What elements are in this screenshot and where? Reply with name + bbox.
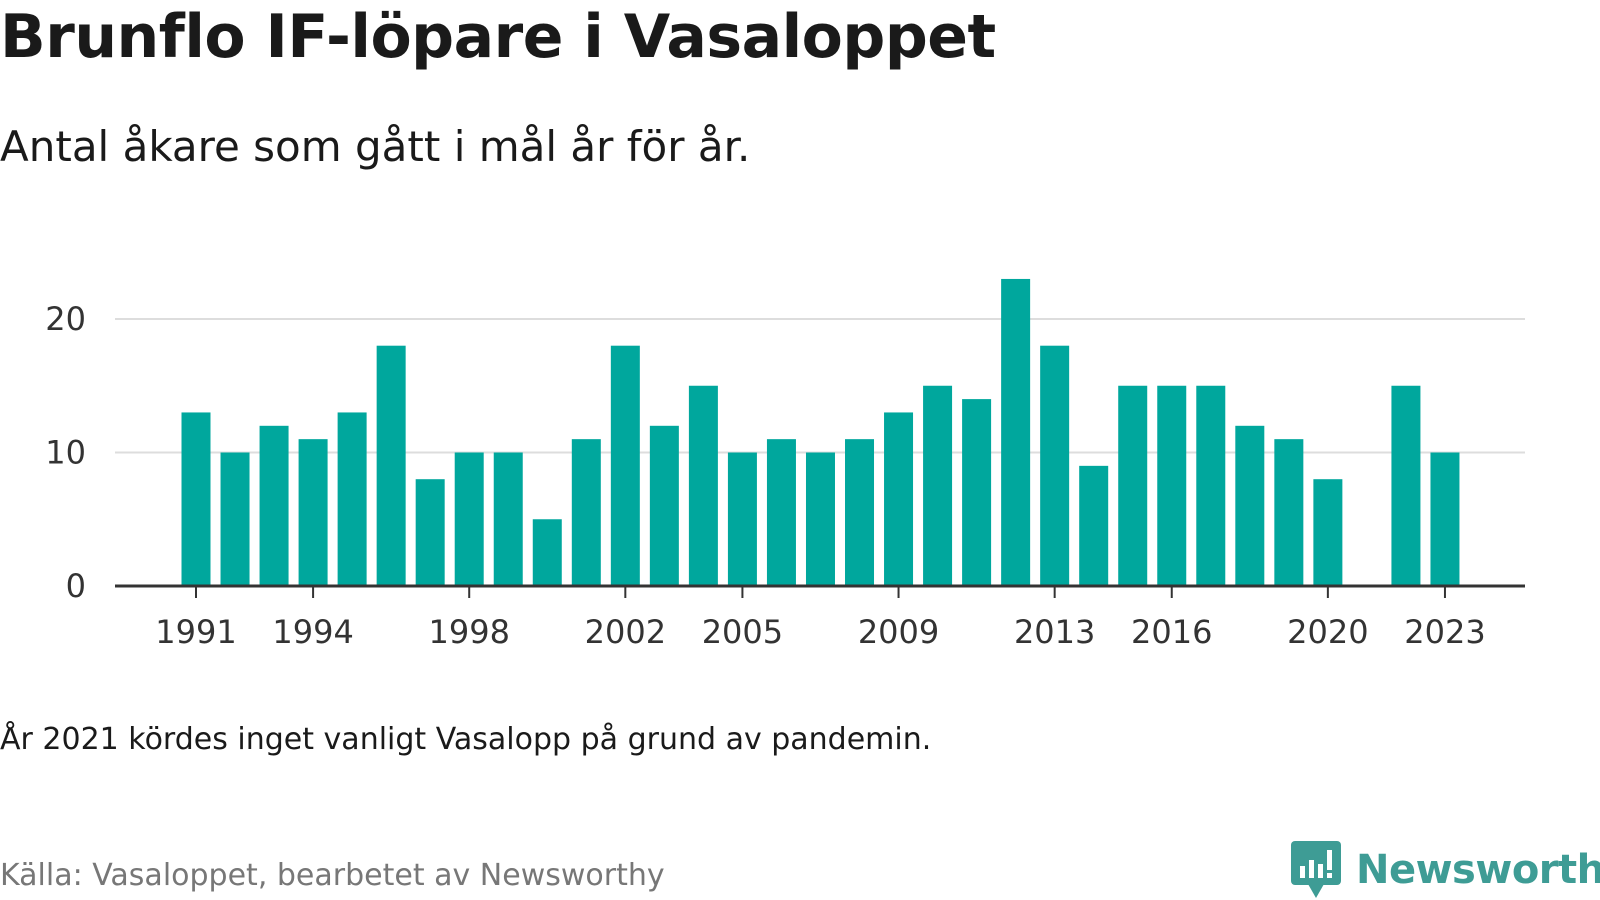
newsworthy-logo-icon	[1291, 841, 1341, 898]
x-tick-label-1991: 1991	[155, 613, 236, 651]
bar-2010	[923, 385, 953, 586]
x-tick-label-2023: 2023	[1404, 613, 1485, 651]
bar-1997	[415, 479, 445, 586]
bar-2008	[845, 439, 875, 586]
bar-2017	[1196, 385, 1226, 586]
chart-subtitle: Antal åkare som gått i mål år för år.	[0, 122, 751, 171]
x-tick-label-1994: 1994	[272, 613, 353, 651]
bar-1998	[454, 452, 484, 586]
bar-2006	[766, 439, 796, 586]
bar-2011	[962, 399, 992, 586]
x-tick-label-2016: 2016	[1131, 613, 1212, 651]
bar-2015	[1118, 385, 1148, 586]
bar-2009	[884, 412, 914, 586]
bar-2004	[688, 385, 718, 586]
bar-1995	[337, 412, 367, 586]
x-tick-label-2013: 2013	[1014, 613, 1095, 651]
x-tick-label-1998: 1998	[428, 613, 509, 651]
bar-2013	[1040, 345, 1070, 586]
bar-2005	[727, 452, 757, 586]
source-credit: Källa: Vasaloppet, bearbetet av Newswort…	[0, 858, 665, 893]
bar-1996	[376, 345, 406, 586]
bar-chart: 0 10 20 1991 1994 1998 2002 2005 2009 2013 2016 202…	[45, 278, 1525, 651]
x-tick-label-2009: 2009	[858, 613, 939, 651]
newsworthy-brand[interactable]: Newsworthy	[1290, 840, 1600, 900]
bar-2007	[805, 452, 835, 586]
x-tick-label-2005: 2005	[702, 613, 783, 651]
y-tick-label-10: 10	[45, 434, 86, 472]
bar-2019	[1274, 439, 1304, 586]
y-tick-label-0: 0	[66, 567, 86, 605]
bar-2022	[1391, 385, 1421, 586]
bar-2020	[1313, 479, 1343, 586]
bar-2014	[1079, 465, 1109, 586]
bar-1992	[220, 452, 250, 586]
bar-1999	[493, 452, 523, 586]
x-tick-label-2002: 2002	[585, 613, 666, 651]
bar-2012	[1001, 278, 1031, 586]
bar-2016	[1157, 385, 1187, 586]
bar-2000	[532, 519, 562, 586]
chart-title: Brunflo IF-löpare i Vasaloppet	[0, 2, 996, 72]
x-tick-label-2020: 2020	[1287, 613, 1368, 651]
y-tick-label-20: 20	[45, 300, 86, 338]
bar-2018	[1235, 425, 1265, 586]
bar-2002	[610, 345, 640, 586]
brand-name: Newsworthy	[1356, 847, 1600, 893]
bar-2001	[571, 439, 601, 586]
chart-note: År 2021 kördes inget vanligt Vasalopp på…	[0, 722, 932, 757]
bar-1993	[259, 425, 289, 586]
bar-1991	[181, 412, 211, 586]
bar-2003	[649, 425, 679, 586]
bar-2023	[1430, 452, 1460, 586]
bar-1994	[298, 439, 328, 586]
